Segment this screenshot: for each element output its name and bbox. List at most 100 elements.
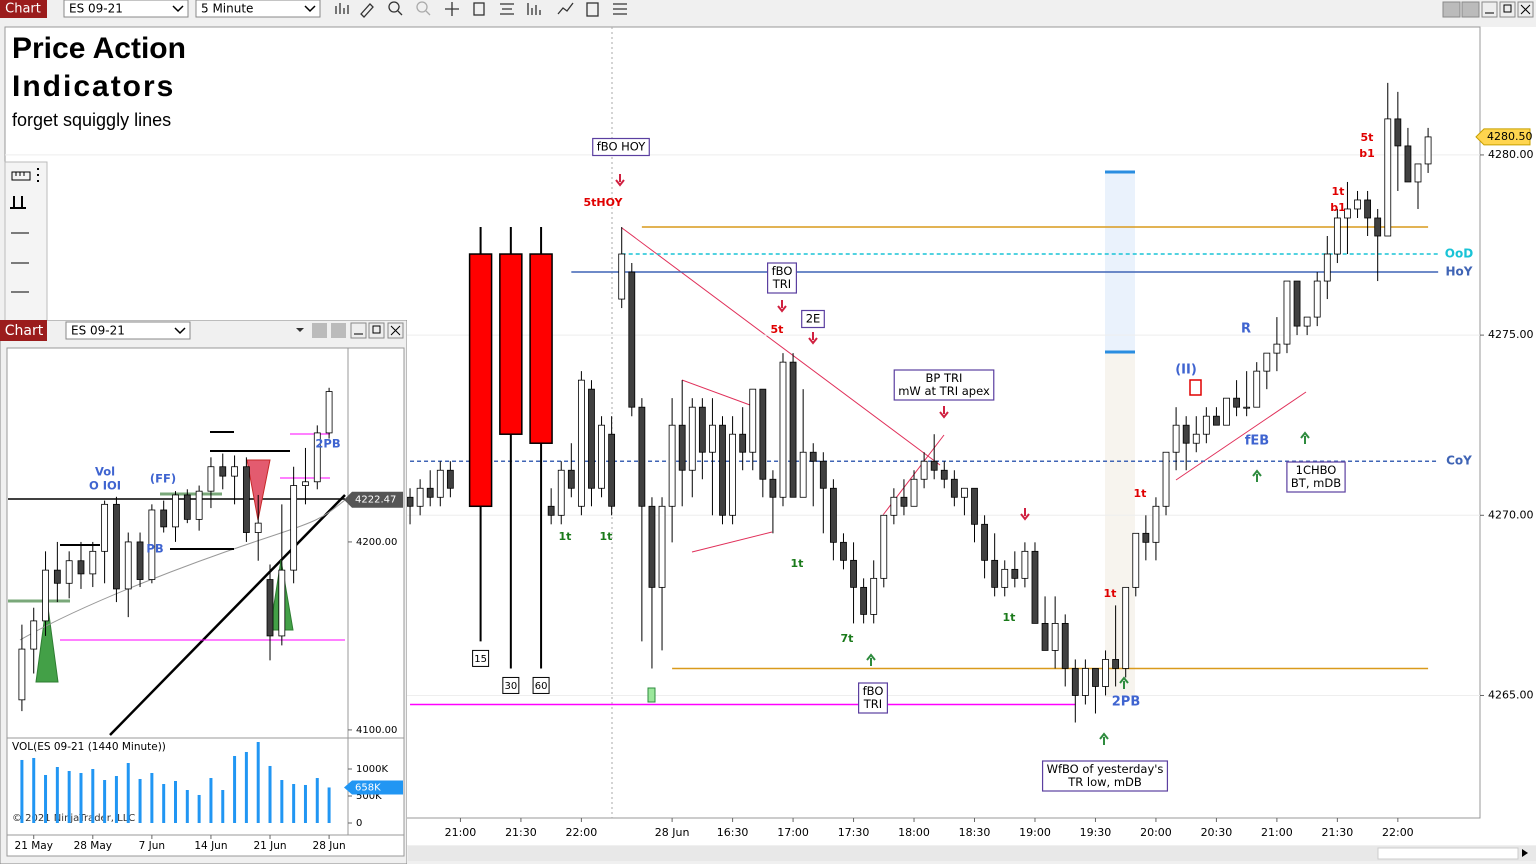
candle-body bbox=[302, 481, 309, 486]
volume-bar bbox=[126, 763, 130, 823]
volume-bar bbox=[103, 780, 107, 823]
instrument-select[interactable] bbox=[63, 0, 189, 18]
y-tick-label: 4200.00 bbox=[356, 537, 397, 548]
inset-window: Chart ES 09-21 © 2021 NinjaTrader, LLC 4… bbox=[0, 320, 407, 864]
htf-body bbox=[468, 253, 493, 508]
candle-body bbox=[648, 505, 656, 588]
candle-body bbox=[65, 560, 73, 584]
candle-body bbox=[799, 451, 807, 498]
y-tick-label: 4280.00 bbox=[1488, 148, 1534, 161]
last-price-tag bbox=[344, 491, 403, 508]
annotation: TRI bbox=[772, 277, 791, 291]
y-tick-label: 4270.00 bbox=[1488, 508, 1534, 521]
down-arrow bbox=[1020, 508, 1030, 521]
x-tick-label: 21:00 bbox=[445, 826, 477, 839]
annotation: 1t bbox=[1104, 587, 1117, 600]
x-tick-label: 28 Jun bbox=[655, 826, 690, 839]
volume-bar bbox=[244, 751, 248, 823]
window-controls[interactable] bbox=[1442, 1, 1534, 18]
y-tick-label: 4265.00 bbox=[1488, 688, 1534, 701]
candle-body bbox=[920, 460, 928, 480]
toolbar-icons[interactable] bbox=[335, 1, 627, 18]
level-label: CoY bbox=[1446, 454, 1472, 468]
volume-bar bbox=[32, 757, 36, 823]
candle-body bbox=[1071, 668, 1079, 696]
candle-body bbox=[658, 505, 666, 588]
candle-body bbox=[900, 496, 908, 507]
candle-body bbox=[840, 541, 847, 561]
candle-body bbox=[577, 379, 585, 507]
inset-chart-tab[interactable] bbox=[0, 320, 47, 341]
annotation: 5tHOY bbox=[583, 196, 623, 209]
annotation-box bbox=[1286, 461, 1346, 493]
annotation: 2PB bbox=[1112, 695, 1140, 710]
inset-window-controls[interactable] bbox=[312, 322, 404, 339]
candle-body bbox=[207, 466, 215, 492]
scroll-thumb[interactable] bbox=[1377, 847, 1519, 860]
candle-body bbox=[278, 569, 286, 637]
chart-tab-label: Chart bbox=[5, 2, 41, 17]
last-price-tag bbox=[1475, 128, 1531, 146]
inset-plot bbox=[6, 347, 405, 857]
y-tick-label: 4100.00 bbox=[356, 725, 397, 736]
candle-body bbox=[1081, 668, 1089, 696]
candle-body bbox=[829, 487, 837, 543]
x-tick-label: 28 May bbox=[74, 840, 112, 852]
candle-body bbox=[172, 494, 179, 528]
volume-bar bbox=[55, 767, 59, 823]
dropdown-arrow bbox=[174, 327, 186, 335]
chart-tab[interactable] bbox=[0, 0, 47, 18]
marker bbox=[647, 687, 656, 703]
candle-body bbox=[1011, 568, 1019, 579]
x-tick-label: 21:30 bbox=[1322, 826, 1354, 839]
candle-body bbox=[1192, 433, 1200, 444]
drawing-toolbar[interactable] bbox=[4, 161, 48, 323]
candle-body bbox=[1323, 253, 1331, 282]
scroll-arrow[interactable] bbox=[1522, 849, 1528, 857]
candle-body bbox=[231, 466, 238, 477]
volume-bar bbox=[256, 741, 260, 823]
x-tick-label: 20:00 bbox=[1140, 826, 1172, 839]
candle-body bbox=[598, 424, 605, 489]
candle-body bbox=[588, 388, 595, 489]
brand-caption: forget squiggly lines bbox=[12, 110, 171, 130]
candle-body bbox=[940, 469, 948, 480]
annotation: (II) bbox=[1175, 363, 1197, 378]
candle-body bbox=[30, 620, 38, 650]
volume-bar bbox=[292, 784, 296, 823]
candle-body bbox=[1132, 532, 1140, 588]
annotation: 1CHBO bbox=[1296, 463, 1337, 477]
candle-body bbox=[53, 569, 61, 584]
candle-body bbox=[1333, 217, 1341, 255]
candle-body bbox=[709, 424, 716, 453]
inset-instrument-select[interactable] bbox=[65, 321, 191, 340]
candle-body bbox=[325, 391, 333, 434]
annotation-box bbox=[592, 137, 650, 157]
inset-tab-label: Chart bbox=[5, 323, 44, 339]
scrollbar[interactable] bbox=[408, 846, 1536, 861]
candle-body bbox=[739, 433, 747, 453]
candle-body bbox=[668, 424, 676, 507]
candle-body bbox=[819, 460, 827, 489]
inset-instrument: ES 09-21 bbox=[71, 324, 125, 338]
candle-body bbox=[1122, 586, 1130, 669]
candle-body bbox=[971, 487, 978, 525]
htf-label-box bbox=[532, 676, 550, 694]
x-tick-label: 18:30 bbox=[959, 826, 991, 839]
volume-bar bbox=[20, 759, 24, 823]
candle-body bbox=[950, 478, 958, 498]
annotation: 7t bbox=[841, 632, 854, 645]
menu-arrow[interactable] bbox=[296, 328, 304, 332]
x-tick-label: 20:30 bbox=[1201, 826, 1233, 839]
candle-body bbox=[1374, 217, 1382, 237]
candle-body bbox=[446, 469, 454, 489]
candle-body bbox=[1112, 659, 1120, 669]
annotation: fEB bbox=[1245, 434, 1269, 449]
candle-body bbox=[547, 505, 555, 516]
x-tick-label: 22:00 bbox=[1382, 826, 1414, 839]
interval-select[interactable] bbox=[195, 0, 321, 18]
candle-body bbox=[567, 469, 575, 489]
candle-body bbox=[1162, 451, 1170, 507]
volume-bar bbox=[315, 778, 319, 823]
annotation: O IOI bbox=[89, 479, 121, 493]
